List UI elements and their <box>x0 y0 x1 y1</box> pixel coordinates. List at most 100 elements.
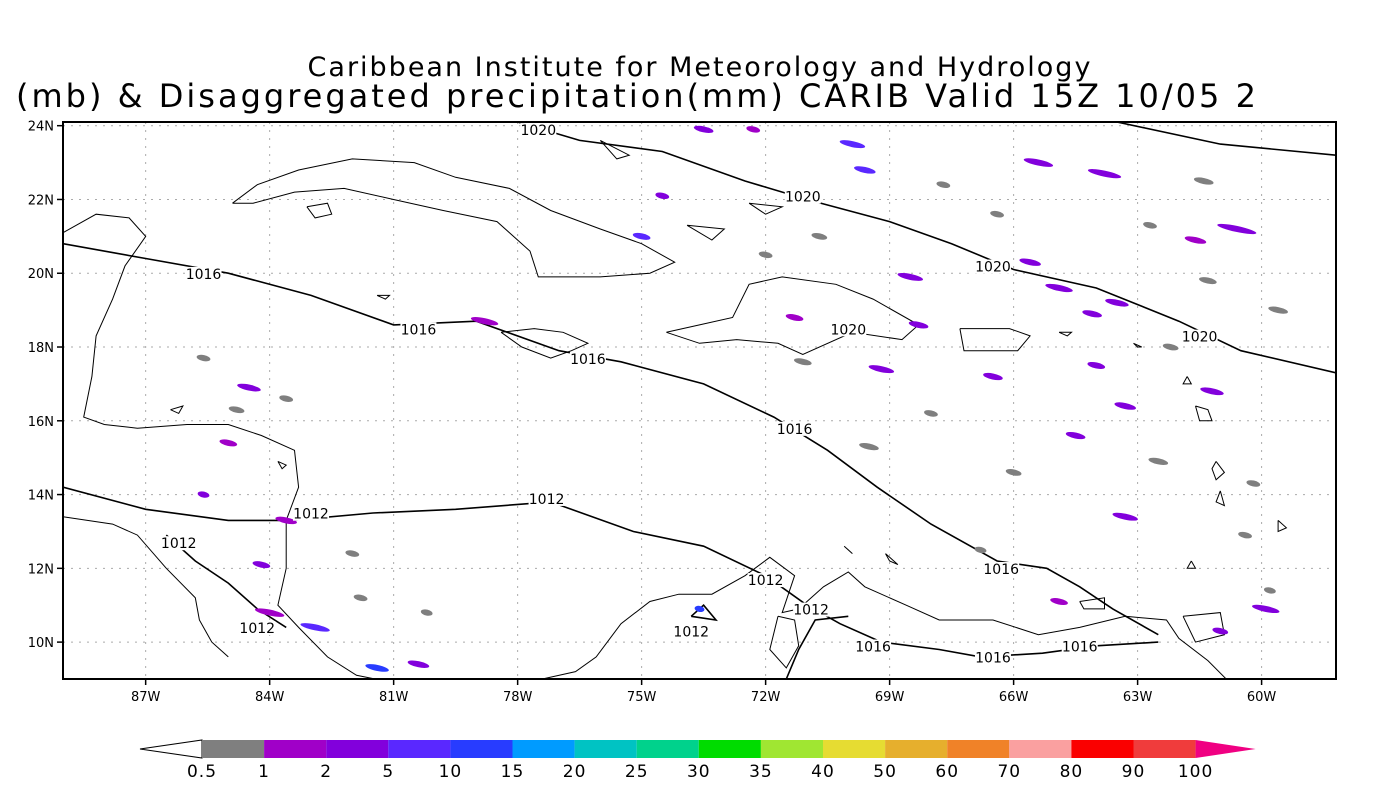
isobar-label: 1016 <box>855 639 891 655</box>
precip-cell <box>196 354 211 362</box>
isobar-label: 1012 <box>239 621 275 637</box>
axis-ticks: 24N 22N 20N 18N 16N 14N 12N 10N 87W 84W 81W 78W 75W 7… <box>28 120 1277 705</box>
colorbar-label: 10 <box>439 762 463 782</box>
isobar-label-bg <box>776 421 813 436</box>
colorbar-swatch <box>1133 740 1196 758</box>
coastline <box>1133 342 1142 348</box>
isobar-label-bg <box>1061 639 1098 654</box>
isobar-label-bg <box>239 621 276 636</box>
lon-label: 78W <box>503 690 533 705</box>
isobar-label: 1016 <box>777 422 813 438</box>
precip-cell <box>1143 222 1157 229</box>
isobar-label-bg <box>185 266 222 281</box>
colorbar-swatch <box>885 740 948 758</box>
coastline <box>63 516 229 658</box>
isobar-label-bg <box>830 322 867 337</box>
colorbar-label: 100 <box>1178 762 1213 782</box>
coastline <box>500 328 590 359</box>
coastline <box>232 158 676 278</box>
coastline <box>1215 490 1226 507</box>
isobar-labels: 1020 1020 1020 1020 1020 1016 1016 1016 1016 1016… <box>160 123 1218 667</box>
colorbar-label: 30 <box>687 762 711 782</box>
isobar-label-bg <box>983 562 1020 577</box>
isobar-label-bg <box>1181 329 1218 344</box>
isobar-label-bg <box>784 189 821 204</box>
isobar-label: 1012 <box>293 507 329 523</box>
isobar-label: 1016 <box>186 267 222 283</box>
coastline <box>376 294 391 300</box>
chart-subtitle: (mb) & Disaggregated precipitation(mm) C… <box>16 77 1259 115</box>
isobar-label: 1012 <box>748 573 784 589</box>
precip-cell <box>1252 604 1280 614</box>
precip-cell <box>868 365 895 374</box>
isobar-label-bg <box>400 322 437 337</box>
isobar-label: 1016 <box>1062 639 1098 655</box>
colorbar-label: 5 <box>382 762 394 782</box>
coastline <box>959 328 1031 352</box>
precip-cell <box>345 550 360 557</box>
colorbar-label: 50 <box>873 762 897 782</box>
coastline <box>170 405 184 415</box>
precip-cell <box>1268 306 1288 314</box>
precip-cell <box>1200 387 1224 396</box>
lat-label: 18N <box>28 341 54 356</box>
lat-lon-grid <box>63 122 1336 679</box>
isobar-label-bg <box>974 259 1011 274</box>
precip-cell <box>1019 258 1041 266</box>
precip-cell <box>655 192 670 200</box>
lat-label: 10N <box>28 636 54 651</box>
precip-cell <box>1082 310 1102 318</box>
coastline <box>769 615 800 669</box>
coastline <box>1195 405 1213 422</box>
isobar-label-bg <box>974 650 1011 665</box>
coastline <box>748 202 785 215</box>
precip-cell <box>228 406 245 414</box>
precip-cell <box>470 317 499 326</box>
lon-label: 63W <box>1123 690 1153 705</box>
precip-cell <box>794 358 812 366</box>
chart-title: Caribbean Institute for Meteorology and … <box>307 52 1093 83</box>
colorbar-swatch <box>202 740 265 758</box>
precip-cell <box>1263 587 1276 594</box>
lon-label: 81W <box>379 690 409 705</box>
lon-label: 60W <box>1247 690 1277 705</box>
lat-label: 20N <box>28 267 54 282</box>
precip-cell <box>1087 361 1106 369</box>
isobar-label-bg <box>673 624 710 639</box>
isobar-label: 1012 <box>161 536 197 552</box>
coastline <box>1182 612 1225 643</box>
lon-label: 72W <box>751 690 781 705</box>
isobar-label-bg <box>855 639 892 654</box>
precip-cell <box>1114 402 1136 410</box>
colorbar-label: 70 <box>997 762 1021 782</box>
colorbar-swatch <box>760 740 823 758</box>
precip-cell <box>936 181 951 188</box>
colorbar-swatch <box>326 740 389 758</box>
lat-label: 24N <box>28 120 54 135</box>
precip-cell <box>1005 469 1022 476</box>
lon-label: 75W <box>627 690 657 705</box>
precipitation-cells <box>196 125 1288 672</box>
isobar-label: 1020 <box>520 123 556 139</box>
isobar-label: 1012 <box>529 492 565 508</box>
precip-cell <box>1112 512 1138 521</box>
precip-cell <box>1065 431 1086 440</box>
precip-cell <box>365 664 389 672</box>
precip-cell <box>219 439 238 447</box>
precip-cell <box>924 410 938 417</box>
plot-frame <box>62 121 1337 680</box>
precip-cell <box>420 609 433 616</box>
isobar-label: 1020 <box>975 260 1011 276</box>
precip-cell <box>300 623 330 632</box>
colorbar-label: 25 <box>625 762 649 782</box>
coastline <box>1186 560 1197 569</box>
precip-cell <box>353 594 368 602</box>
precip-cell <box>632 232 651 240</box>
precip-cell <box>1023 158 1054 167</box>
isobar-label: 1016 <box>570 352 606 368</box>
precip-cell <box>1238 531 1252 539</box>
lon-label: 66W <box>999 690 1029 705</box>
coastline <box>885 553 899 566</box>
colorbar-swatch <box>1071 740 1134 758</box>
colorbar-label: 90 <box>1122 762 1146 782</box>
